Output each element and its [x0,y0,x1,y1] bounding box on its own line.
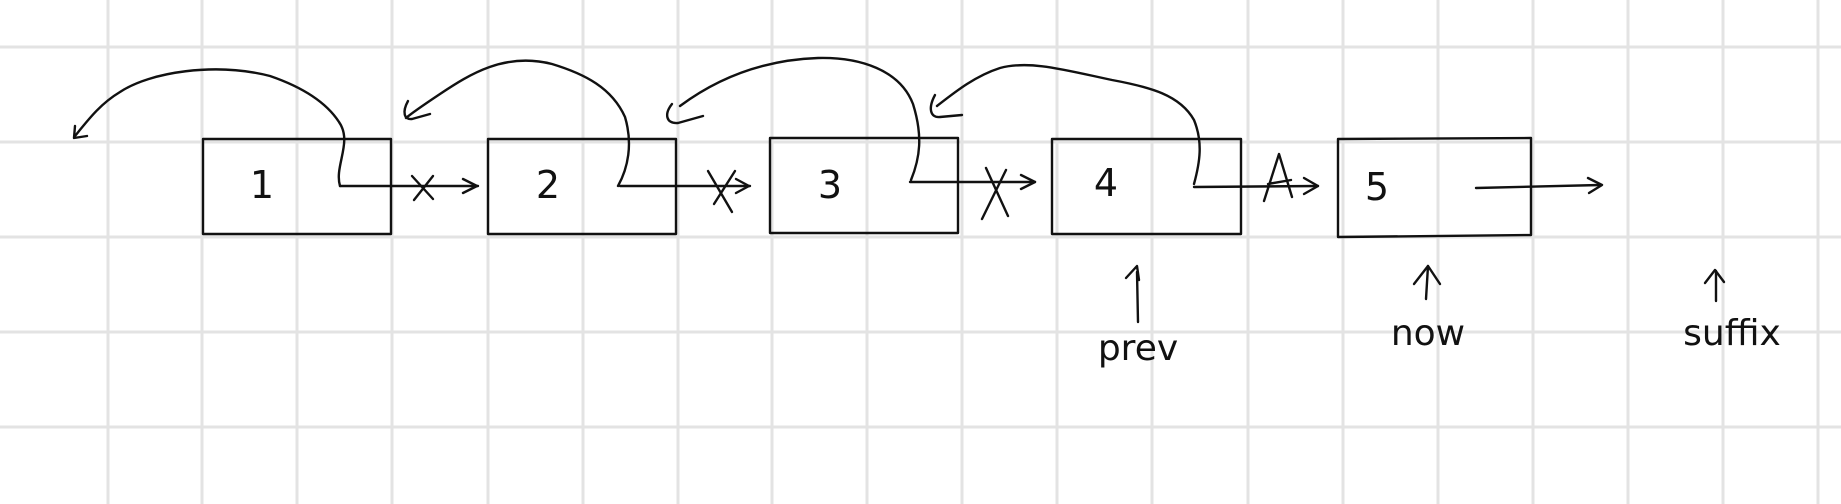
forward-pointer-4-to-5 [1192,176,1320,196]
suffix-pointer-arrow [1703,268,1726,303]
prev-label: prev [1098,328,1178,369]
node-value-1: 1 [250,163,274,207]
node-box-5 [1336,136,1533,239]
reversed-pointer-1 [72,68,346,188]
node-value-2: 2 [536,163,560,207]
forward-pointer-5-to-suffix [1474,176,1604,195]
node-4-next-mark [1262,152,1294,203]
strike-mark-3 [980,166,1010,221]
node-value-5: 5 [1365,165,1389,209]
node-value-4: 4 [1094,161,1118,205]
prev-pointer-arrow [1124,264,1141,324]
forward-pointer-3-to-4 [908,173,1037,191]
strike-mark-2 [706,169,737,214]
forward-pointer-1-to-2 [338,177,480,195]
reversed-pointer-3 [666,56,921,182]
reversed-pointer-4 [929,63,1201,186]
now-pointer-arrow [1412,264,1442,301]
forward-pointer-2-to-3 [618,177,752,195]
strike-mark-1 [410,174,435,202]
node-value-3: 3 [818,163,842,207]
reversed-pointer-2 [403,59,631,188]
node-box-3 [768,136,960,235]
now-label: now [1391,313,1465,354]
suffix-label: suffix [1683,313,1781,354]
